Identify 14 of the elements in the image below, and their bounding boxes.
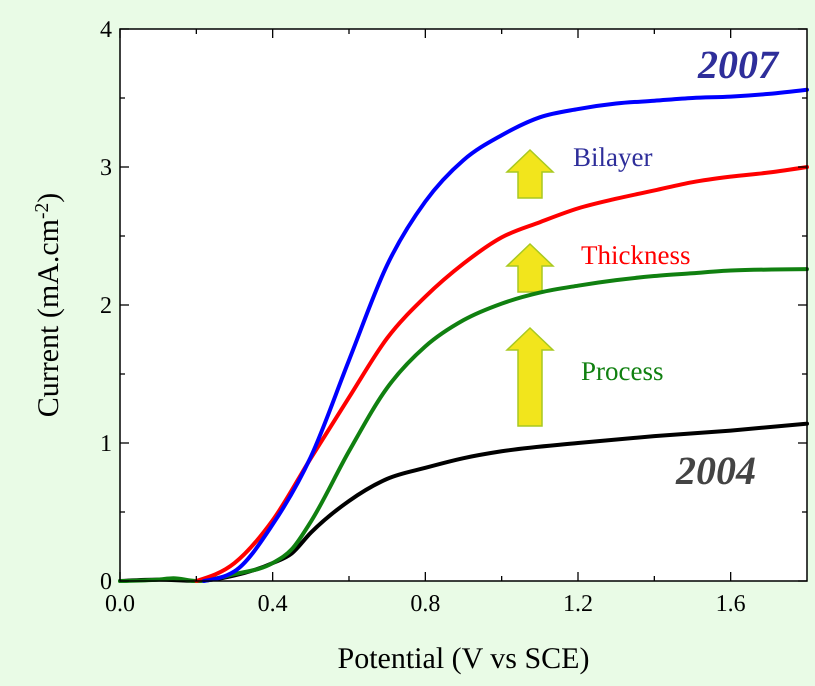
y-tick-label: 3 [100,155,112,181]
x-tick-label: 1.6 [716,591,746,617]
x-tick-label: 1.2 [563,591,593,617]
annotation: Bilayer [573,142,652,172]
annotation: 2004 [675,448,756,493]
annotation: Thickness [581,240,690,270]
annotation: Process [581,356,664,386]
x-axis-title: Potential (V vs SCE) [338,642,590,675]
y-tick-label: 4 [100,17,112,43]
x-tick-label: 0.4 [258,591,288,617]
y-tick-label: 2 [100,293,112,319]
x-tick-label: 0.8 [410,591,440,617]
annotation: 2007 [697,42,780,87]
y-tick-label: 1 [100,431,112,457]
